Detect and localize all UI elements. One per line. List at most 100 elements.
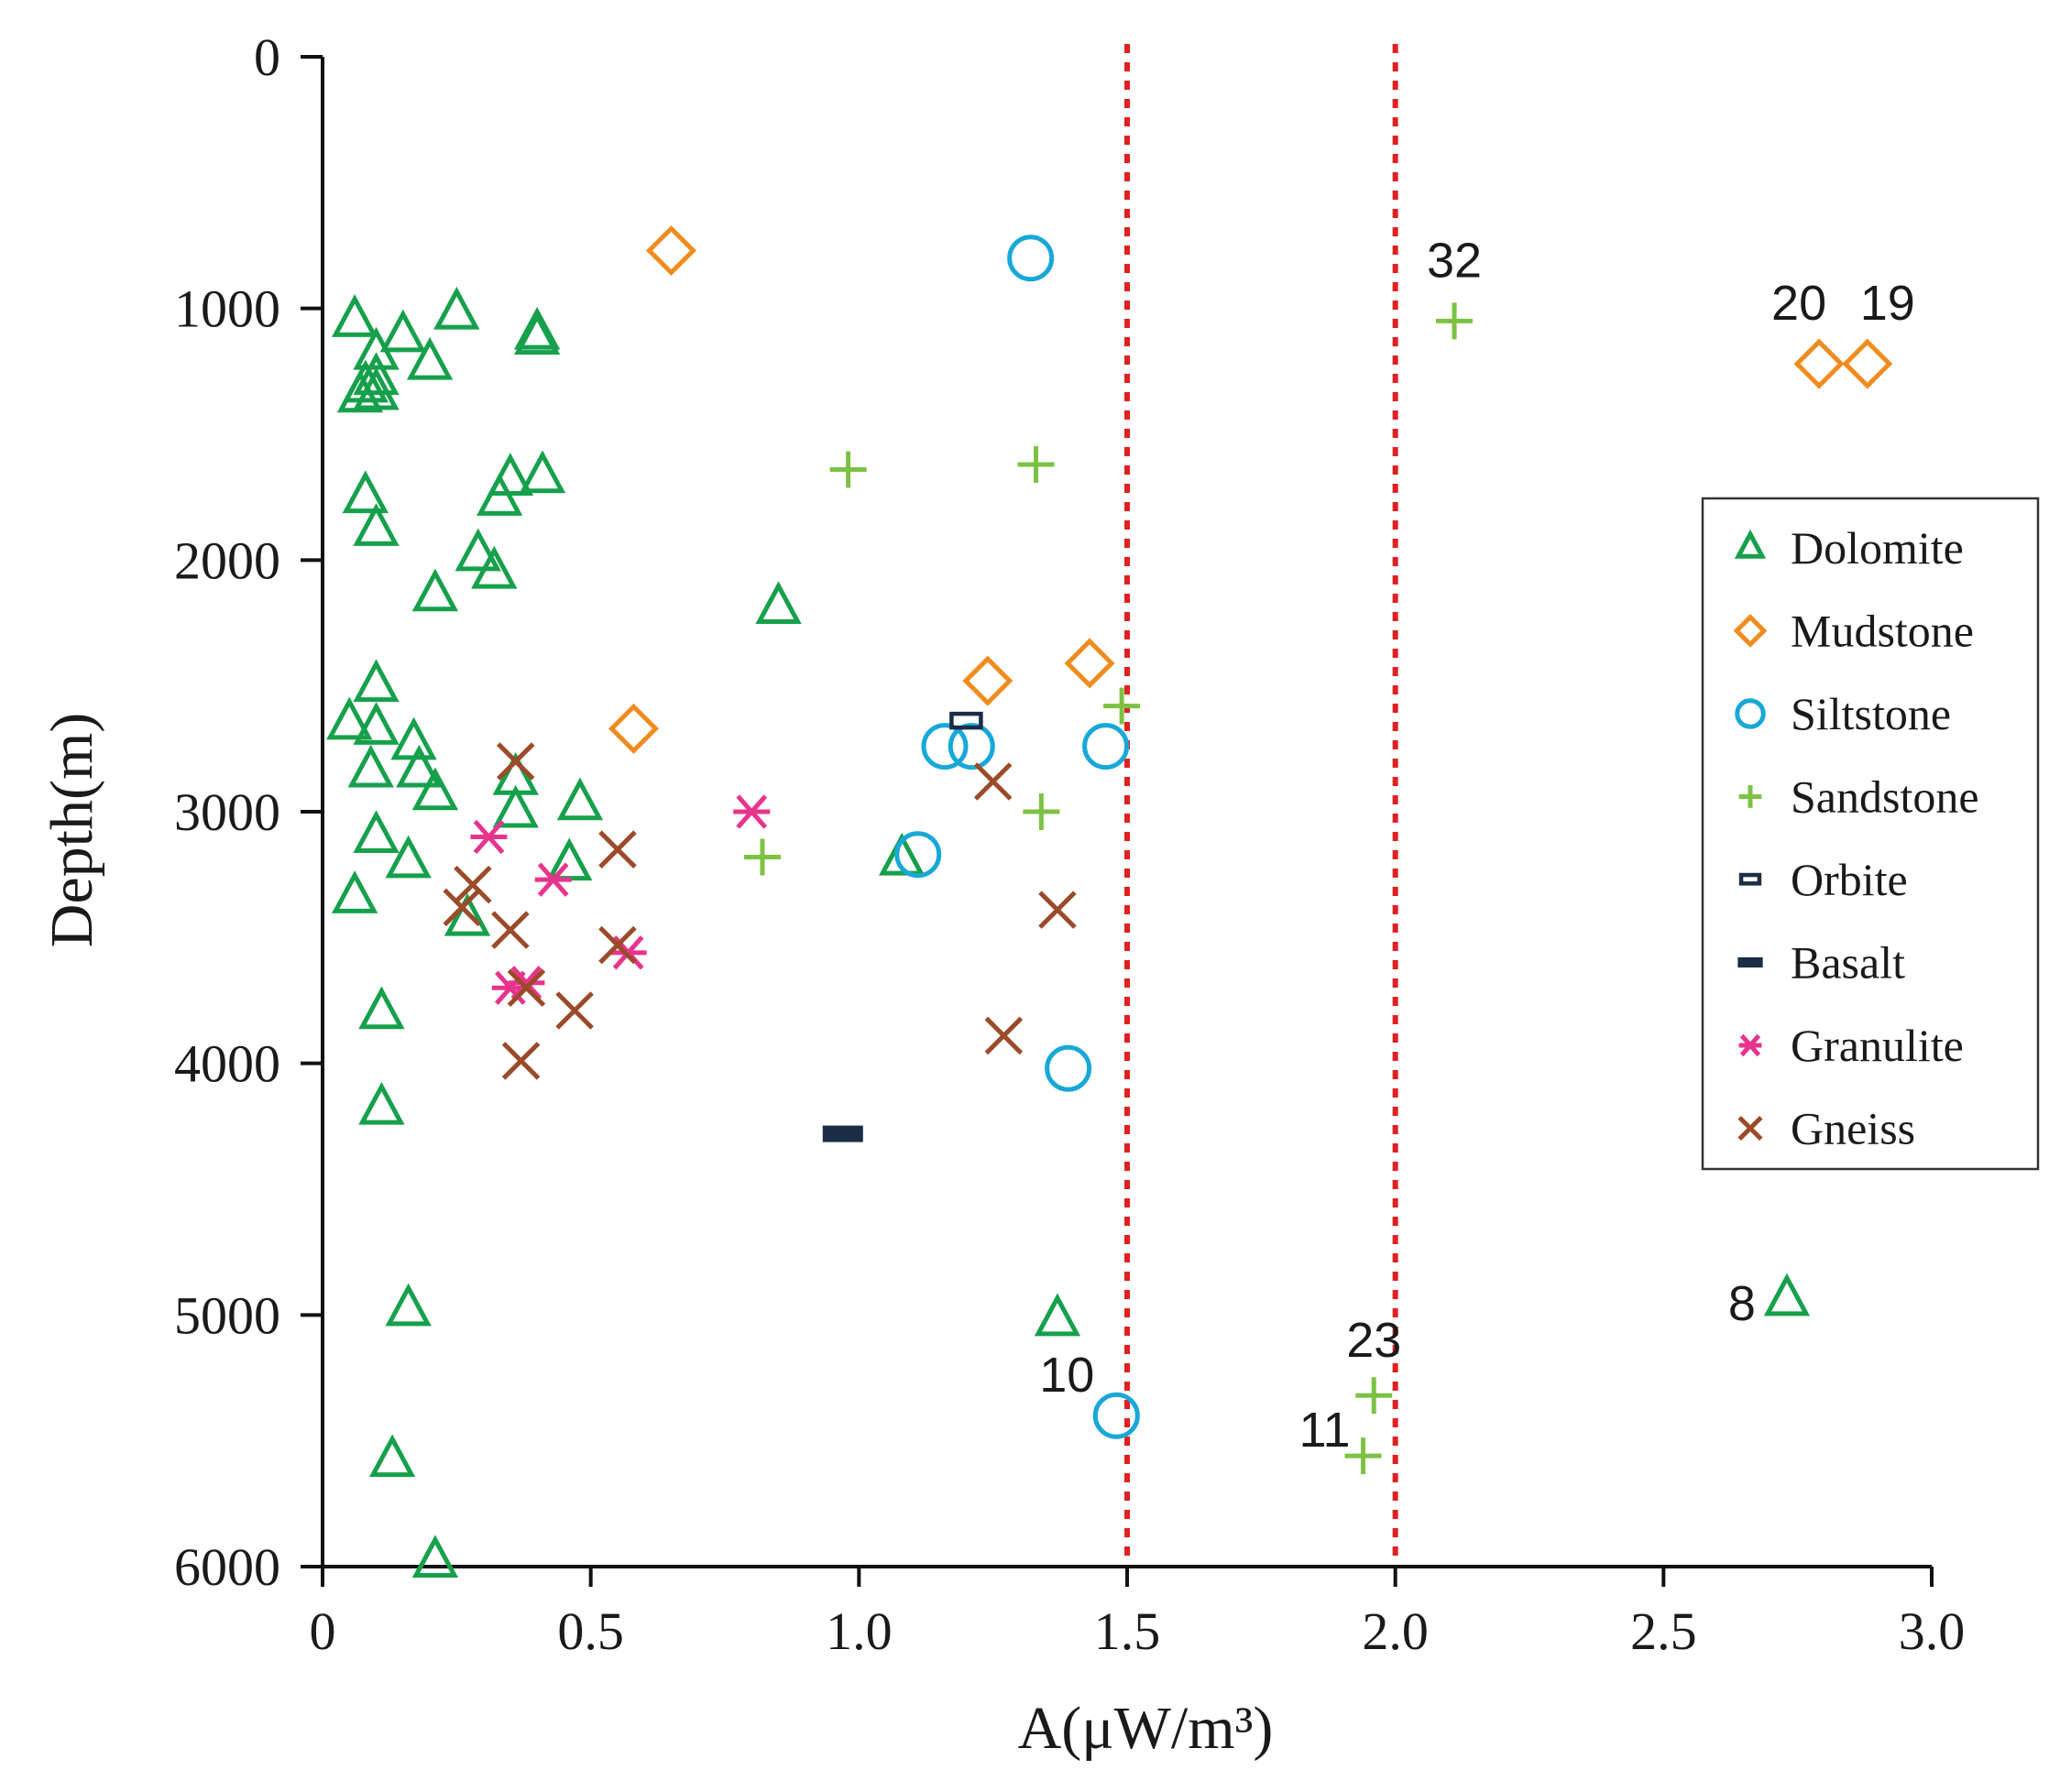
legend-marker-granulite xyxy=(1738,1033,1762,1057)
point-orbite xyxy=(949,711,983,730)
y-tick-label: 6000 xyxy=(174,1537,280,1597)
point-granulite xyxy=(534,862,572,897)
point-dolomite xyxy=(755,581,802,625)
y-tick-label: 0 xyxy=(254,27,280,87)
point-sandstone xyxy=(1355,1377,1393,1415)
point-dolomite xyxy=(347,744,394,788)
point-granulite xyxy=(470,819,508,855)
point-dolomite xyxy=(411,568,459,612)
legend-marker-dolomite xyxy=(1734,529,1767,559)
point-label: 32 xyxy=(1427,233,1482,288)
point-siltstone xyxy=(1045,1044,1092,1092)
point-label: 11 xyxy=(1298,1403,1350,1458)
point-gneiss xyxy=(598,830,637,869)
point-dolomite xyxy=(411,767,459,811)
point-dolomite xyxy=(353,810,400,853)
point-sandstone xyxy=(829,451,867,488)
point-dolomite xyxy=(492,784,539,828)
legend-marker-sandstone xyxy=(1738,785,1762,808)
point-dolomite xyxy=(390,716,437,760)
point-sandstone xyxy=(1023,793,1060,830)
point-dolomite xyxy=(331,870,378,913)
point-dolomite xyxy=(358,1081,405,1125)
legend-box xyxy=(1701,497,2040,1171)
point-gneiss xyxy=(598,925,637,965)
point-dolomite xyxy=(406,336,454,380)
y-tick-label: 2000 xyxy=(174,530,280,590)
point-gneiss xyxy=(443,888,481,927)
point-label: 20 xyxy=(1771,276,1826,331)
x-tick-label: 1.0 xyxy=(826,1601,893,1661)
legend-label: Gneiss xyxy=(1791,1103,1915,1154)
point-dolomite xyxy=(411,1535,459,1579)
point-mudstone xyxy=(645,224,697,277)
point-dolomite xyxy=(513,306,561,350)
point-mudstone xyxy=(608,703,660,754)
point-sandstone xyxy=(1344,1437,1382,1475)
point-mudstone xyxy=(1842,338,1893,389)
point-dolomite xyxy=(444,892,491,936)
point-siltstone xyxy=(1092,1392,1140,1439)
x-tick-label: 1.5 xyxy=(1094,1601,1161,1661)
x-tick-label: 3.0 xyxy=(1899,1601,1966,1661)
series-gneiss xyxy=(443,742,1077,1080)
series-mudstone xyxy=(608,224,1893,754)
point-label: 19 xyxy=(1860,276,1915,331)
point-dolomite xyxy=(353,503,400,546)
point-siltstone xyxy=(948,723,995,770)
reference-lines xyxy=(1124,44,1398,1567)
point-dolomite xyxy=(368,1434,416,1478)
point-dolomite xyxy=(353,352,400,396)
point-dolomite xyxy=(379,309,426,353)
series-siltstone xyxy=(894,235,1140,1439)
point-sandstone xyxy=(1103,687,1141,725)
point-basalt xyxy=(822,1125,863,1142)
y-axis-title: Depth(m) xyxy=(38,713,105,948)
point-siltstone xyxy=(921,723,969,770)
x-tick-label: 2.5 xyxy=(1630,1601,1697,1661)
y-tick-label: 1000 xyxy=(174,279,280,339)
point-siltstone xyxy=(1007,235,1055,282)
legend-marker-basalt xyxy=(1737,956,1763,968)
point-label: 23 xyxy=(1346,1313,1401,1368)
legend-label: Mudstone xyxy=(1791,606,1974,657)
legend-marker-siltstone xyxy=(1735,698,1766,729)
series-orbite xyxy=(949,711,983,730)
point-dolomite xyxy=(353,659,400,703)
point-dolomite xyxy=(513,311,561,355)
point-dolomite xyxy=(342,470,389,514)
point-gneiss xyxy=(496,742,535,781)
x-axis-title: A(μW/m³) xyxy=(1018,1695,1274,1762)
legend-label: Orbite xyxy=(1791,854,1908,905)
point-siltstone xyxy=(1082,723,1130,770)
point-dolomite xyxy=(455,528,501,572)
point-dolomite xyxy=(1034,1293,1081,1337)
point-dolomite xyxy=(471,545,518,589)
point-gneiss xyxy=(984,1016,1024,1055)
legend-label: Sandstone xyxy=(1791,771,1979,823)
point-mudstone xyxy=(1064,638,1115,689)
point-annotations: 32 20 19 10 23 11 8 xyxy=(1039,233,1915,1458)
series-basalt xyxy=(822,1125,863,1142)
point-sandstone xyxy=(1436,302,1474,340)
point-dolomite xyxy=(519,450,566,494)
point-dolomite xyxy=(878,832,926,876)
point-dolomite xyxy=(396,744,443,788)
point-dolomite xyxy=(326,696,373,740)
legend: Dolomite Mudstone Siltstone Sandstone Orbite… xyxy=(1701,497,2040,1171)
point-gneiss xyxy=(973,762,1013,801)
legend-label: Granulite xyxy=(1791,1020,1964,1071)
point-sandstone xyxy=(743,838,781,876)
point-dolomite xyxy=(336,369,384,413)
point-dolomite xyxy=(487,453,534,496)
point-label: 8 xyxy=(1728,1276,1756,1331)
legend-label: Dolomite xyxy=(1791,522,1964,574)
point-label: 10 xyxy=(1039,1348,1094,1403)
axes: 0 1000 2000 3000 4000 5000 6000 0 0.5 1.0 1.5 2.0 2.… xyxy=(38,27,1965,1762)
y-tick-label: 4000 xyxy=(174,1034,280,1094)
point-gneiss xyxy=(491,911,530,949)
point-dolomite xyxy=(353,702,400,745)
point-sandstone xyxy=(1017,445,1055,483)
